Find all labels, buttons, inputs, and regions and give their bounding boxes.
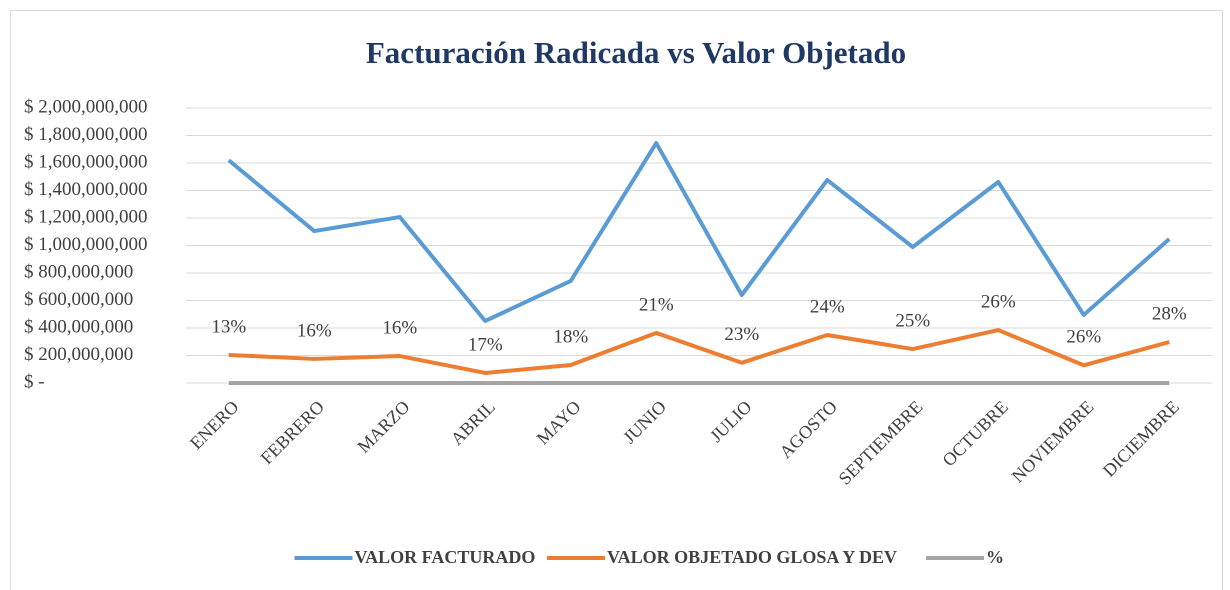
data-label: 28% [1152,303,1187,324]
x-tick-label: ENERO [186,397,243,454]
y-tick-label: $ 600,000,000 [24,289,133,310]
y-tick-label: $ - [24,371,45,392]
legend-label: VALOR FACTURADO [355,547,536,567]
x-tick-label: NOVIEMBRE [1008,397,1098,487]
y-tick-label: $ 1,200,000,000 [24,206,148,227]
data-label: 26% [1066,327,1101,348]
chart-title: Facturación Radicada vs Valor Objetado [366,35,906,70]
data-label: 18% [553,326,588,347]
y-tick-label: $ 1,000,000,000 [24,234,148,255]
x-tick-label: JULIO [706,397,755,446]
data-label: 17% [468,334,503,355]
x-tick-label: JUNIO [619,397,670,448]
x-tick-label: MARZO [353,397,413,457]
x-tick-label: AGOSTO [775,397,841,463]
data-label: 16% [382,317,417,338]
y-tick-label: $ 800,000,000 [24,261,133,282]
data-label: 23% [724,324,759,345]
x-tick-label: FEBRERO [257,397,328,468]
data-label: 26% [981,291,1016,312]
data-label: 21% [639,294,674,315]
x-tick-label: DICIEMBRE [1099,397,1183,481]
x-tick-label: SEPTIEMBRE [835,397,927,489]
data-label: 13% [211,316,246,337]
x-tick-label: ABRIL [447,397,499,449]
y-tick-label: $ 200,000,000 [24,344,133,365]
x-tick-label: OCTUBRE [938,397,1012,471]
x-tick-label: MAYO [533,397,585,449]
legend-label: VALOR OBJETADO GLOSA Y DEV [607,547,897,567]
y-tick-label: $ 1,800,000,000 [24,124,148,145]
data-label: 25% [895,310,930,331]
line-series [228,328,1170,375]
chart-border [10,10,1223,590]
y-tick-label: $ 1,400,000,000 [24,179,148,200]
y-tick-label: $ 400,000,000 [24,316,133,337]
legend-label: % [986,547,1004,567]
y-tick-label: $ 1,600,000,000 [24,151,148,172]
data-label: 16% [297,320,332,341]
line-series [227,141,1171,323]
data-label: 24% [810,296,845,317]
y-tick-label: $ 2,000,000,000 [24,96,148,117]
